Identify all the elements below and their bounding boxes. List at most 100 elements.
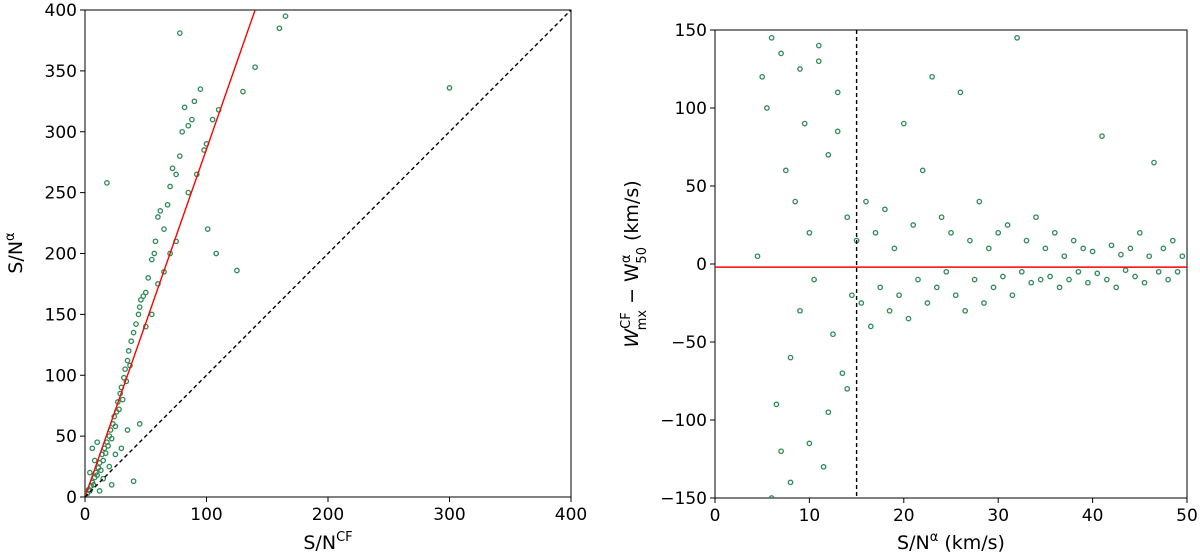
right-x-tick-label: 40 xyxy=(1082,506,1104,526)
right-scatter-point xyxy=(834,89,841,96)
left-scatter-point xyxy=(90,481,97,488)
right-y-axis-label: WCFmx − Wα50 (km/s) xyxy=(619,180,650,347)
left-scatter-point xyxy=(197,86,204,92)
left-scatter-point xyxy=(155,214,161,220)
left-scatter-point xyxy=(122,366,128,373)
left-scatter-point xyxy=(209,116,216,123)
right-scatter-point xyxy=(929,73,935,80)
left-ticks: 0 100 200 300 400 0 50 100 150 200 250 300 350 400 xyxy=(45,1,588,525)
left-scatter-point xyxy=(112,423,119,430)
right-y-tick-label: 100 xyxy=(675,99,707,119)
right-scatter-point xyxy=(844,385,851,392)
right-scatter-point xyxy=(1155,268,1162,275)
left-scatter-point xyxy=(100,457,107,464)
right-scatter-point xyxy=(962,307,969,314)
left-scatter-point xyxy=(151,250,158,257)
left-scatter-point xyxy=(164,201,171,208)
right-scatter-point xyxy=(1051,229,1058,236)
right-scatter-point xyxy=(891,245,898,252)
right-scatter-point xyxy=(1056,284,1063,291)
left-fit-line xyxy=(85,10,256,497)
right-scatter-point xyxy=(849,292,855,299)
right-scatter-point xyxy=(768,495,775,498)
right-scatter-point xyxy=(787,479,794,486)
left-scatter-point xyxy=(108,481,115,488)
left-scatter-point xyxy=(161,226,167,232)
right-scatter-point xyxy=(967,237,973,244)
right-scatter-point xyxy=(1080,245,1087,252)
right-scatter-point xyxy=(933,284,940,291)
right-scatter-point xyxy=(792,198,799,205)
right-scatter-point xyxy=(782,167,789,174)
left-scatter-point xyxy=(94,472,101,478)
right-scatter-point xyxy=(778,448,784,455)
right-scatter-point xyxy=(1108,242,1115,249)
left-scatter-point xyxy=(173,171,179,178)
right-scatter-point xyxy=(1179,253,1186,260)
right-scatter-point xyxy=(811,276,817,283)
left-x-tick-label: 200 xyxy=(312,505,344,525)
left-scatter-point xyxy=(140,293,147,299)
right-y-tick-label: −100 xyxy=(660,411,707,431)
right-scatter-point xyxy=(773,401,780,408)
right-scatter-point xyxy=(971,276,978,283)
right-scatter-point xyxy=(839,370,846,377)
left-y-tick-label: 50 xyxy=(55,427,77,447)
left-scatter-point xyxy=(169,165,176,172)
right-scatter-point xyxy=(1094,270,1101,277)
left-scatter-point xyxy=(213,250,220,257)
right-scatter-point xyxy=(976,198,983,205)
right-scatter-point xyxy=(924,300,931,306)
left-scatter-point xyxy=(136,421,143,427)
right-scatter-point xyxy=(1033,214,1039,221)
left-scatter-point xyxy=(176,153,183,159)
left-y-tick-label: 400 xyxy=(45,1,77,21)
left-scatter-point xyxy=(179,128,186,135)
left-scatter-point xyxy=(89,445,96,452)
right-scatter-point xyxy=(1160,245,1167,252)
left-scatter-point xyxy=(181,104,188,111)
right-scatter-point xyxy=(900,120,907,127)
left-data-marks xyxy=(85,10,571,497)
left-scatter-point xyxy=(191,98,198,105)
right-scatter-point xyxy=(1004,222,1011,228)
left-scatter-point xyxy=(108,435,115,442)
right-scatter-point xyxy=(1127,245,1134,252)
left-scatter-point xyxy=(116,406,122,413)
left-scatter-point xyxy=(125,348,132,354)
right-scatter-point xyxy=(815,42,822,49)
left-y-axis-label: S/Nα xyxy=(3,232,27,273)
right-scatter-point xyxy=(1141,279,1148,286)
left-scatter-point xyxy=(91,457,98,464)
left-scatter-point xyxy=(252,64,258,71)
right-scatter-point xyxy=(797,307,803,314)
right-scatter-point xyxy=(863,198,869,205)
right-scatter-point xyxy=(806,440,813,447)
left-dashed-reference-line xyxy=(85,10,571,497)
left-scatter-point xyxy=(133,321,139,327)
left-scatter-point xyxy=(167,183,173,190)
right-x-tick-label: 0 xyxy=(710,506,721,526)
right-y-tick-label: 150 xyxy=(675,21,707,41)
left-scatter-point xyxy=(100,475,107,482)
right-scatter-point xyxy=(801,120,808,127)
left-y-tick-label: 200 xyxy=(45,245,77,265)
right-scatter-point xyxy=(1169,237,1176,244)
left-scatter-point xyxy=(145,275,152,281)
right-y-tick-label: 0 xyxy=(696,255,707,275)
right-scatter-point xyxy=(981,300,987,306)
right-x-tick-label: 30 xyxy=(987,506,1009,526)
left-y-tick-label: 0 xyxy=(66,488,77,508)
right-scatter-point xyxy=(1023,237,1030,244)
left-scatter-point xyxy=(104,180,110,186)
right-scatter-point xyxy=(1066,276,1072,283)
right-x-axis-label: S/Nα (km/s) xyxy=(897,530,1005,554)
left-x-tick-label: 300 xyxy=(433,505,465,525)
left-scatter-point xyxy=(152,238,159,245)
right-scatter-point xyxy=(952,292,959,299)
right-scatter-point xyxy=(1089,248,1096,255)
left-x-tick-label: 100 xyxy=(190,505,222,525)
right-scatter-point xyxy=(797,66,803,72)
left-scatter-point xyxy=(148,256,155,263)
